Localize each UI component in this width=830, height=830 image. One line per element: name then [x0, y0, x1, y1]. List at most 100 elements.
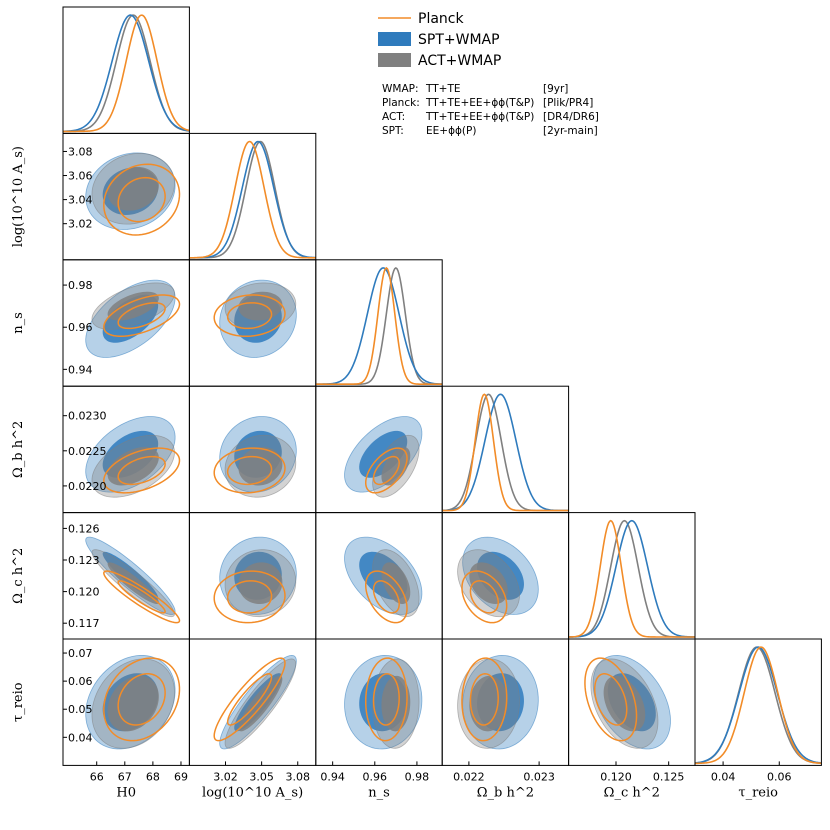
- legend-table-cell: Planck:: [382, 97, 420, 109]
- panel-ns-ombh2: [315, 385, 443, 514]
- y-tick-label: 0.117: [68, 617, 100, 630]
- contour-95-planck: [213, 447, 286, 494]
- legend-table-cell: TT+TE+EE+ϕϕ(T&P): [425, 111, 534, 123]
- axis-label-text: n_s: [11, 312, 26, 334]
- panel-content: [85, 416, 181, 498]
- contour-68-planck: [226, 455, 273, 486]
- contour-68-act-wmap: [381, 447, 411, 486]
- contour-68-act-wmap: [603, 675, 646, 732]
- axis-label-text: log(10^10 A_s): [202, 785, 303, 800]
- marginal-curve-planck: [315, 266, 443, 385]
- panel-ombh2-tau: 0.022 0.023: [441, 638, 570, 783]
- panel-content: [457, 536, 539, 624]
- panel-content: [568, 519, 695, 638]
- marginal-curve-spt-wmap: [63, 14, 190, 133]
- contour-95-planck: [461, 570, 508, 624]
- legend-table-cell: EE+ϕϕ(P): [426, 125, 476, 137]
- marginal-curve-act-wmap: [189, 140, 316, 259]
- legend-table-cell: [9yr]: [543, 83, 568, 95]
- x-tick-label: 3.02: [213, 770, 238, 783]
- legend-table-cell: [Plik/PR4]: [543, 97, 593, 109]
- marginal-curve-spt-wmap: [189, 140, 316, 259]
- y-tick-label: 0.07: [68, 647, 93, 660]
- panel-H0-H0: [62, 6, 190, 134]
- panel-content: [344, 655, 423, 750]
- legend-table-cell: ACT:: [382, 111, 405, 123]
- contour-68-act-wmap: [238, 675, 283, 732]
- legend-entry-act-wmap: ACT+WMAP: [378, 53, 501, 69]
- y-tick-label: 0.123: [68, 554, 100, 567]
- contour-68-planck: [226, 302, 273, 330]
- axis-label-ns: n_s: [11, 312, 26, 334]
- marginal-curve-planck: [63, 14, 190, 133]
- contour-68-planck: [372, 673, 400, 726]
- y-tick-label: 0.06: [68, 675, 93, 688]
- y-tick-label: 0.05: [68, 703, 93, 716]
- marginal-curve-act-wmap: [315, 266, 443, 385]
- marginal-curve-spt-wmap: [568, 519, 695, 638]
- axis-label-text: n_s: [368, 785, 390, 800]
- y-tick-label: 0.120: [68, 586, 100, 599]
- panel-omch2-omch2: [568, 512, 696, 640]
- panel-frame: [188, 132, 317, 261]
- panel-content: [442, 393, 569, 512]
- panel-content: [189, 140, 316, 259]
- contour-95-planck: [103, 657, 181, 742]
- panel-content: [63, 14, 190, 133]
- x-tick-label: 3.05: [249, 770, 274, 783]
- x-tick-label: 0.022: [453, 770, 485, 783]
- panel-omch2-tau: 0.120 0.125: [568, 638, 696, 783]
- panel-content: [457, 655, 539, 750]
- contour-68-planck: [226, 673, 273, 726]
- axis-label-logAs: log(10^10 A_s): [202, 785, 303, 800]
- panel-content: [584, 655, 671, 750]
- contour-95-planck: [364, 657, 408, 742]
- contour-68-planck: [372, 455, 400, 486]
- panel-tau-tau: 0.04 0.06: [694, 638, 822, 783]
- contour-68-planck: [593, 673, 628, 726]
- x-tick-label: 67: [118, 770, 132, 783]
- x-tick-label: 69: [174, 770, 188, 783]
- y-tick-label: 0.0230: [68, 410, 107, 423]
- marginal-curve-planck: [442, 393, 569, 512]
- panel-content: [344, 416, 423, 498]
- x-tick-label: 68: [146, 770, 160, 783]
- contour-95-planck: [103, 447, 181, 494]
- contour-68-planck: [117, 176, 166, 223]
- axis-label-text: Ω_c h^2: [604, 785, 660, 800]
- marginal-curve-spt-wmap: [315, 267, 443, 385]
- x-tick-label: 0.94: [320, 770, 345, 783]
- x-tick-label: 0.06: [767, 770, 792, 783]
- y-tick-label: 3.06: [68, 170, 93, 183]
- axis-label-ombh2: Ω_b h^2: [11, 421, 26, 478]
- y-tick-label: 0.98: [68, 279, 93, 292]
- legend-label: SPT+WMAP: [418, 32, 500, 48]
- legend-table-cell: [2yr-main]: [543, 125, 598, 137]
- contour-68-planck: [226, 580, 273, 614]
- contour-95-planck: [584, 657, 638, 742]
- legend-swatch: [378, 32, 411, 46]
- marginal-curve-planck: [189, 140, 316, 259]
- axis-label-H0: H0: [116, 785, 136, 800]
- panel-content: [213, 279, 297, 358]
- panel-H0-logAs: 3.02 3.04 3.06 3.08: [62, 132, 190, 261]
- legend-entry-planck: Planck: [378, 11, 464, 27]
- contour-95-planck: [103, 163, 181, 236]
- contour-68-planck: [117, 302, 166, 330]
- marginal-curve-act-wmap: [695, 646, 822, 764]
- x-tick-label: 66: [90, 770, 104, 783]
- axis-label-text: τ_reio: [11, 682, 26, 722]
- marginal-curve-planck: [695, 646, 822, 765]
- panel-frame: [441, 385, 570, 514]
- x-tick-label: 0.125: [653, 770, 685, 783]
- panel-ns-tau: 0.94 0.96 0.98: [315, 638, 443, 783]
- y-tick-label: 0.96: [68, 321, 93, 334]
- panel-content: [85, 536, 181, 624]
- panel-content: [213, 655, 297, 750]
- panel-content: [85, 152, 181, 236]
- contour-68-planck: [117, 580, 166, 614]
- panel-frame: [315, 259, 443, 387]
- legend-table-cell: WMAP:: [382, 83, 419, 95]
- y-tick-label: 3.02: [68, 218, 93, 231]
